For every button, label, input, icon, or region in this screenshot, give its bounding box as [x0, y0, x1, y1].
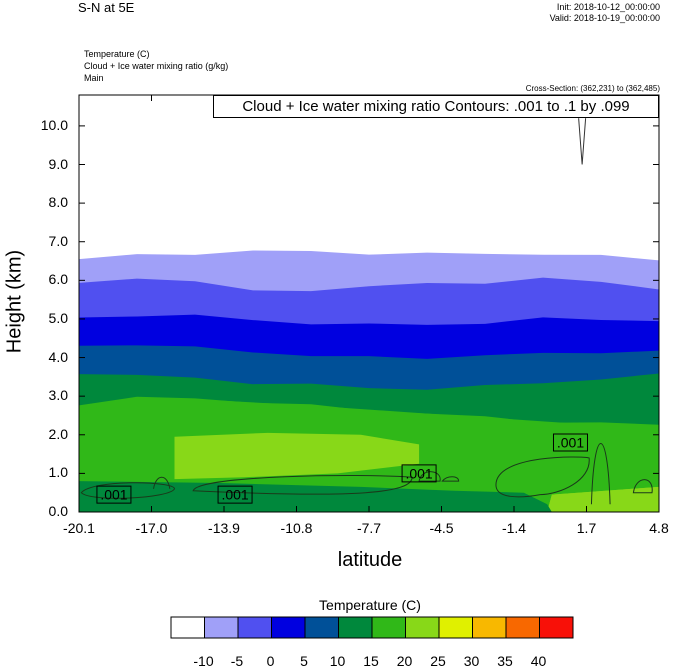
contour-label: .001	[552, 433, 588, 452]
contour-label: .001	[217, 485, 253, 504]
colorbar-title: Temperature (C)	[319, 597, 421, 613]
contour-label-text: .001	[100, 487, 127, 503]
contour-label: .001	[96, 485, 132, 504]
colorbar-label: -5	[230, 653, 244, 669]
time-info: Init: 2018-10-12_00:00:00 Valid: 2018-10…	[550, 2, 660, 24]
contour-label-box	[96, 485, 132, 504]
colorbar-swatch	[505, 616, 540, 639]
x-tick-label: 4.8	[649, 520, 669, 536]
colorbar-swatch	[539, 616, 574, 639]
colorbar-label: 5	[300, 653, 308, 669]
x-tick-label: -20.1	[63, 520, 95, 536]
x-tick-label: -4.5	[429, 520, 454, 536]
colorbar-swatch	[472, 616, 507, 639]
x-tick-label: 1.7	[576, 520, 597, 536]
x-tick-label: -1.4	[501, 520, 527, 536]
field-label-cloud: Cloud + Ice water mixing ratio (g/kg)	[84, 61, 229, 71]
contour-label-box	[401, 464, 437, 483]
y-tick-label: 0.0	[48, 503, 68, 519]
colorbar-label: 40	[530, 653, 547, 669]
cloud-contour-3	[192, 475, 413, 495]
colorbar-swatch	[338, 616, 373, 639]
colorbar-label: 20	[396, 653, 413, 669]
colorbar-swatch	[237, 616, 272, 639]
y-tick-label: 8.0	[48, 194, 68, 211]
x-tick-label: -13.9	[208, 520, 240, 536]
cloud-contour-5	[441, 476, 460, 482]
y-tick-label: 6.0	[48, 271, 68, 288]
y-tick-label: 5.0	[48, 309, 68, 326]
colorbar-label: 0	[266, 653, 275, 669]
valid-time: Valid: 2018-10-19_00:00:00	[549, 13, 660, 23]
y-tick-label: 9.0	[48, 155, 68, 172]
field-label-temperature: Temperature (C)	[84, 49, 150, 59]
cloud-contour-1	[80, 482, 176, 499]
colorbar-swatch	[170, 616, 205, 639]
colorbar-swatch	[371, 616, 406, 639]
x-axis-label: latitude	[337, 549, 403, 571]
field-label-main: Main	[84, 73, 104, 83]
cloud-contour-6	[495, 456, 590, 498]
contour-label-text: .001	[405, 465, 432, 481]
colorbar-label: 30	[463, 653, 480, 669]
init-time: Init: 2018-10-12_00:00:00	[556, 2, 660, 12]
colorbar-label: 25	[430, 653, 446, 669]
isotherm-band-20-25-east-top	[547, 486, 659, 512]
x-tick-label: -10.8	[280, 520, 313, 536]
colorbar-swatch	[438, 616, 473, 639]
x-tick-label: -7.7	[356, 520, 382, 536]
y-tick-label: 2.0	[48, 425, 68, 442]
surface-dark-green	[79, 481, 552, 512]
y-tick-label: 7.0	[48, 232, 68, 249]
cloud-contour-4	[418, 471, 441, 482]
isotherm-band-20-25-central-top	[174, 432, 420, 480]
y-tick-label: 4.0	[48, 348, 68, 365]
contour-label: .001	[401, 464, 437, 483]
colorbar-swatch	[204, 616, 239, 639]
colorbar-label: -10	[193, 653, 214, 669]
plot-title: S-N at 5E	[78, 0, 135, 15]
cloud-contour-upper	[578, 118, 587, 165]
contour-label-box	[217, 485, 253, 504]
y-tick-label: 1.0	[48, 464, 68, 481]
contour-legend: Cloud + Ice water mixing ratio Contours:…	[213, 95, 659, 118]
colorbar-label: 10	[329, 653, 346, 669]
y-tick-label: 3.0	[48, 387, 68, 404]
y-tick-label: 10.0	[40, 116, 68, 133]
colorbar-swatch	[271, 616, 306, 639]
cloud-contour-7	[590, 442, 611, 505]
contour-label-text: .001	[221, 487, 248, 503]
contour-label-text: .001	[557, 435, 584, 451]
contour-label-box	[552, 433, 588, 452]
x-tick-label: -17.0	[135, 520, 168, 536]
colorbar-label: 15	[363, 653, 379, 669]
cloud-contour-2	[153, 476, 171, 489]
cross-section-label: Cross-Section: (362,231) to (362,485)	[525, 84, 660, 93]
colorbar-label: 35	[497, 653, 513, 669]
y-axis-label: Height (km)	[3, 249, 26, 354]
cloud-contour-8	[632, 479, 653, 494]
colorbar-swatch	[304, 616, 339, 639]
colorbar-swatch	[405, 616, 440, 639]
